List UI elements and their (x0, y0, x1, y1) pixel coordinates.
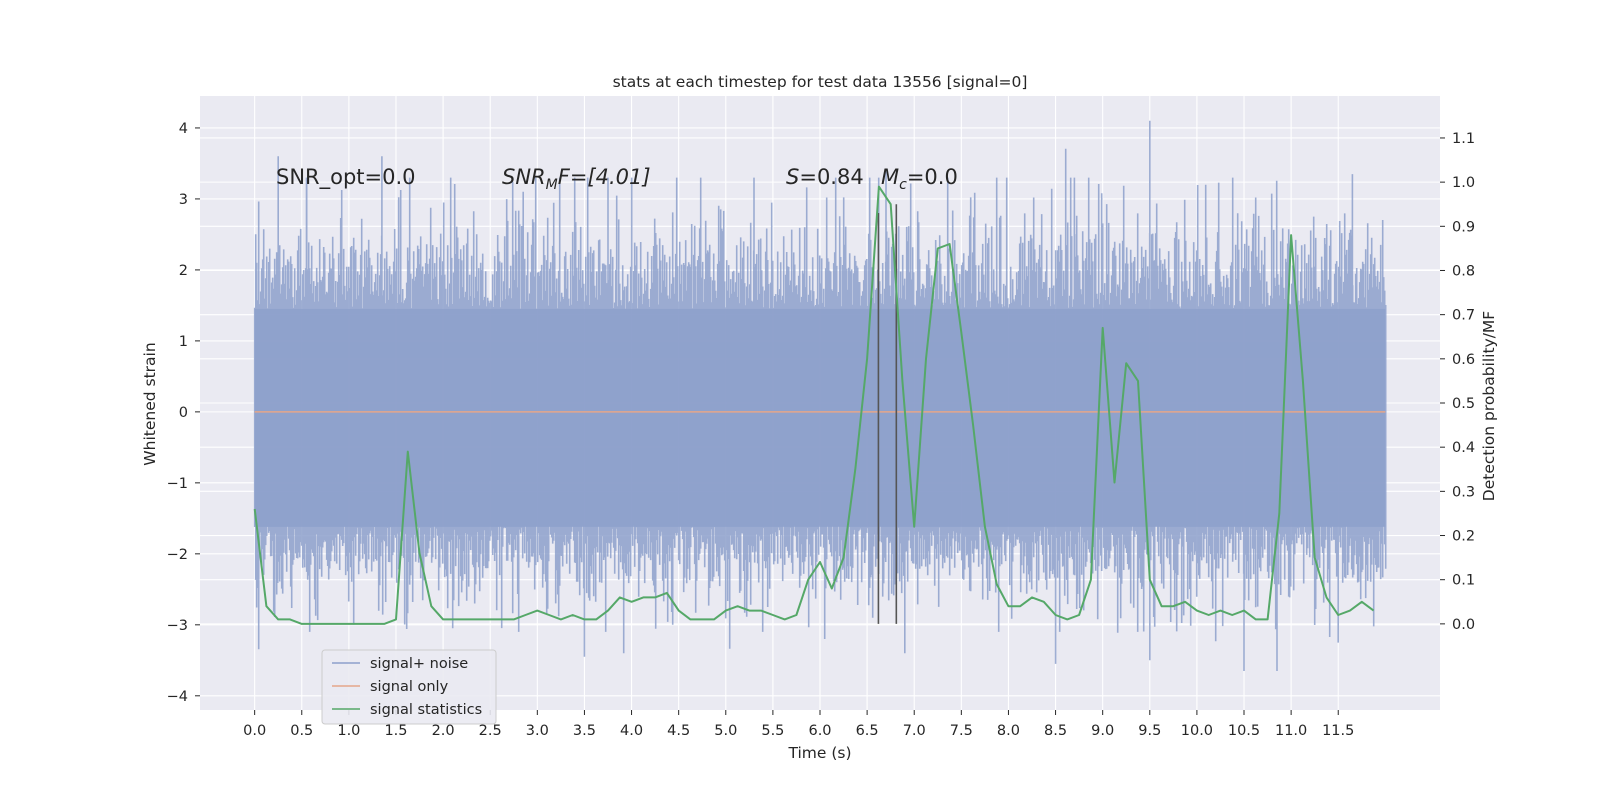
y-right-tick-label: 0.2 (1452, 529, 1475, 545)
y-right-tick-label: 0.5 (1452, 396, 1475, 412)
noise-spikes (253, 120, 1387, 671)
y-left-tick-label: 4 (179, 121, 188, 137)
y-right-axis-label: Detection probability/MF (1480, 311, 1498, 502)
legend-label-statistics: signal statistics (370, 702, 482, 718)
y-left-tick-label: 3 (179, 192, 188, 208)
x-tick-label: 1.5 (384, 723, 407, 739)
y-right-tick-label: 0.0 (1452, 617, 1475, 633)
y-left-tick-label: 2 (179, 263, 188, 279)
y-right-tick-label: 0.6 (1452, 352, 1475, 368)
annotation-s-label: S (786, 165, 799, 189)
legend-label-signal-only: signal only (370, 679, 449, 695)
x-tick-label: 2.5 (479, 723, 502, 739)
x-tick-label: 9.5 (1138, 723, 1161, 739)
x-tick-label: 4.5 (667, 723, 690, 739)
x-tick-label: 11.5 (1322, 723, 1354, 739)
legend-label-noise: signal+ noise (370, 656, 468, 672)
signal-statistics-line (253, 185, 1375, 625)
x-tick-label: 0.5 (290, 723, 313, 739)
x-tick-label: 3.5 (573, 723, 596, 739)
y-right-tick-label: 0.8 (1452, 263, 1475, 279)
x-tick-label: 6.0 (808, 723, 831, 739)
x-tick-label: 6.5 (856, 723, 879, 739)
legend: signal+ noise signal only signal statist… (321, 649, 497, 725)
x-tick-label: 7.5 (950, 723, 973, 739)
x-tick-label: 7.0 (903, 723, 926, 739)
annotation-snr-mf-main: SNR (502, 165, 546, 189)
annotation-snr-mf-sub: M (546, 177, 558, 193)
noise-series (253, 120, 1387, 671)
y-left-tick-label: −1 (167, 476, 188, 492)
y-left-tick-label: 1 (179, 334, 188, 350)
y-right-tick-label: 1.1 (1452, 131, 1475, 147)
x-tick-label: 5.0 (714, 723, 737, 739)
plot-area (200, 96, 1440, 710)
x-tick-label: 8.5 (1044, 723, 1067, 739)
x-tick-label: 1.0 (337, 723, 360, 739)
x-tick-label: 3.0 (526, 723, 549, 739)
x-axis-label: Time (s) (787, 744, 851, 762)
y-right-tick-label: 0.3 (1452, 484, 1475, 500)
y-right-tick-label: 0.9 (1452, 219, 1475, 235)
annotation-snr-mf: SNRMF=[4.01] (502, 165, 651, 193)
x-tick-label: 9.0 (1091, 723, 1114, 739)
x-tick-label: 0.0 (243, 723, 266, 739)
y-right-tick-label: 0.1 (1452, 573, 1475, 589)
x-tick-label: 4.0 (620, 723, 643, 739)
annotation-snr-mf-rest: F=[4.01] (558, 165, 651, 189)
x-tick-label: 10.0 (1181, 723, 1213, 739)
y-left-axis-label: Whitened strain (141, 342, 159, 465)
annotation-mc-value: =0.0 (907, 165, 958, 189)
legend-box (321, 649, 497, 725)
x-tick-label: 11.0 (1275, 723, 1307, 739)
y-left-tick-label: −4 (167, 689, 188, 705)
annotation-mc-label: M (881, 165, 899, 189)
x-tick-label: 10.5 (1228, 723, 1260, 739)
y-left-axis-ticks: 4 3 2 1 0 −1 −2 −3 −4 (167, 121, 200, 705)
annotation-s-value: =0.84 (799, 165, 863, 189)
annotation-mc: Mc=0.0 (881, 165, 958, 193)
x-tick-label: 2.0 (432, 723, 455, 739)
annotation-snr-opt: SNR_opt=0.0 (276, 165, 416, 190)
x-tick-label: 8.0 (997, 723, 1020, 739)
annotation-mc-sub: c (899, 177, 907, 193)
y-left-tick-label: −2 (167, 547, 188, 563)
annotation-s: S=0.84 (786, 165, 864, 189)
x-tick-label: 5.5 (761, 723, 784, 739)
chart-title: stats at each timestep for test data 135… (613, 73, 1028, 91)
y-left-tick-label: 0 (179, 405, 188, 421)
y-left-tick-label: −3 (167, 618, 188, 634)
y-right-tick-label: 0.7 (1452, 308, 1475, 324)
y-right-tick-label: 1.0 (1452, 175, 1475, 191)
x-axis-ticks: 0.0 0.5 1.0 1.5 2.0 2.5 3.0 3.5 4.0 4.5 5.0 5.5 6.0 6… (243, 710, 1354, 739)
y-right-axis-ticks: 1.1 1.0 0.9 0.8 0.7 0.6 0.5 0.4 0.3 0.2 0.1 0.0 (1440, 131, 1475, 633)
y-right-tick-label: 0.4 (1452, 440, 1475, 456)
